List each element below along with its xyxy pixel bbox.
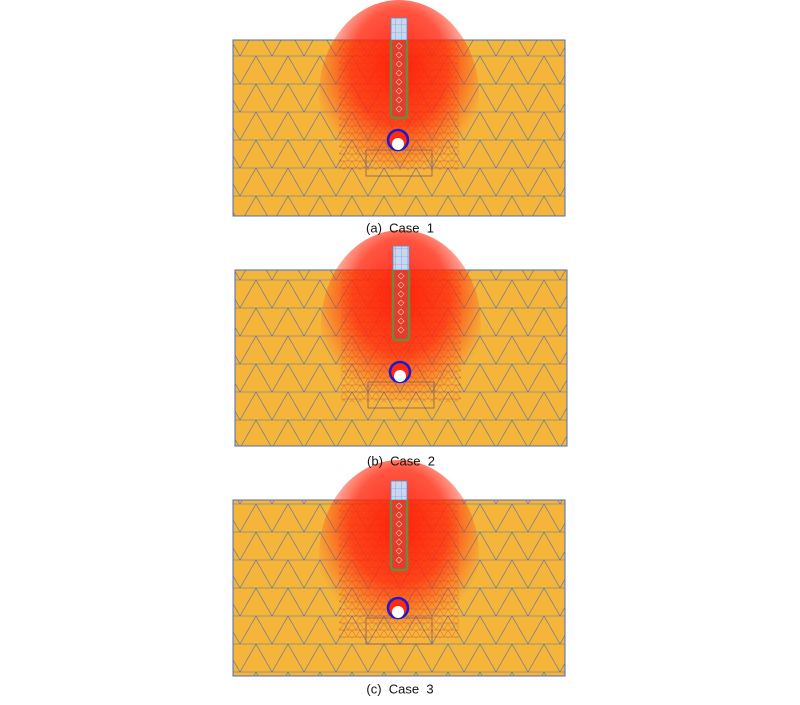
pile-top <box>390 480 408 501</box>
mesh-panel <box>232 0 566 217</box>
pile-element <box>397 272 405 280</box>
pile-element <box>395 538 403 546</box>
mesh-panel <box>234 230 568 447</box>
pile-element <box>395 60 403 68</box>
tunnel-void <box>394 370 406 382</box>
tunnel-void <box>392 606 404 618</box>
pile-element <box>395 87 403 95</box>
pile-element <box>397 317 405 325</box>
tunnel-void <box>392 138 404 150</box>
pile-element <box>395 556 403 564</box>
pile-element <box>397 281 405 289</box>
pile-element <box>397 326 405 334</box>
pile-element <box>395 42 403 50</box>
caption: (b) Case 2 <box>367 453 435 468</box>
pile-top <box>390 17 408 41</box>
pile-element <box>397 299 405 307</box>
pile-element <box>395 51 403 59</box>
pile-element <box>395 502 403 510</box>
pile <box>391 270 411 342</box>
pile-element <box>395 511 403 519</box>
pile-element <box>395 96 403 104</box>
pile-element <box>395 520 403 528</box>
pile-top <box>392 245 410 271</box>
pile <box>389 500 409 572</box>
pile-element <box>395 547 403 555</box>
pile-element <box>397 308 405 316</box>
pile-element <box>395 529 403 537</box>
caption: (a) Case 1 <box>366 220 434 235</box>
pile-element <box>395 105 403 113</box>
mesh-panel <box>232 460 566 677</box>
caption: (c) Case 3 <box>366 681 433 696</box>
pile-element <box>395 69 403 77</box>
pile-element <box>397 290 405 298</box>
pile-element <box>395 78 403 86</box>
